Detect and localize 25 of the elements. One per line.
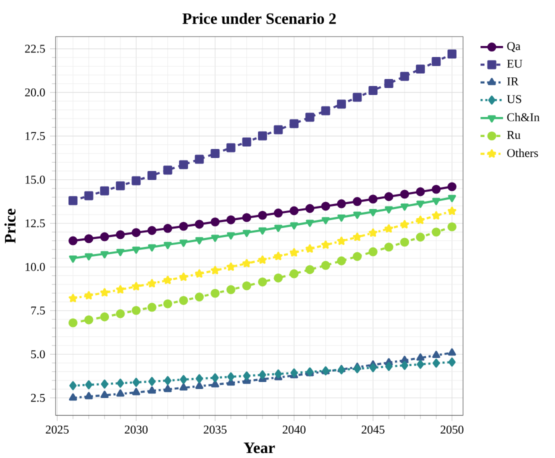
legend-label: Ru <box>507 131 520 140</box>
y-tick-label: 20.0 <box>25 88 45 97</box>
legend-label: Others <box>507 148 538 158</box>
x-tick-label: 2030 <box>124 426 148 434</box>
legend-label: US <box>506 95 522 104</box>
x-tick-label: 2035 <box>204 426 227 434</box>
x-axis-title: Year <box>244 442 275 454</box>
y-tick-label: 15.0 <box>26 176 45 184</box>
y-axis-title: Price <box>4 208 16 244</box>
legend-label: Ch&In <box>507 113 540 122</box>
legend-label: Qa <box>507 42 520 52</box>
y-tick-label: 7.5 <box>31 306 45 315</box>
x-tick-label: 2050 <box>440 426 464 434</box>
legend-label: IR <box>507 78 519 86</box>
x-tick-label: 2025 <box>46 426 69 434</box>
y-tick-label: 2.5 <box>31 394 45 402</box>
y-tick-label: 12.5 <box>26 220 45 228</box>
x-tick-label: 2045 <box>362 426 384 434</box>
x-tick-label: 2040 <box>282 426 306 434</box>
legend-label: EU <box>507 60 522 68</box>
chart-title: Price under Scenario 2 <box>182 13 336 24</box>
y-tick-label: 10.0 <box>26 263 45 272</box>
y-tick-label: 5.0 <box>31 350 45 358</box>
y-tick-label: 22.5 <box>25 44 45 54</box>
y-tick-label: 17.5 <box>26 132 45 140</box>
